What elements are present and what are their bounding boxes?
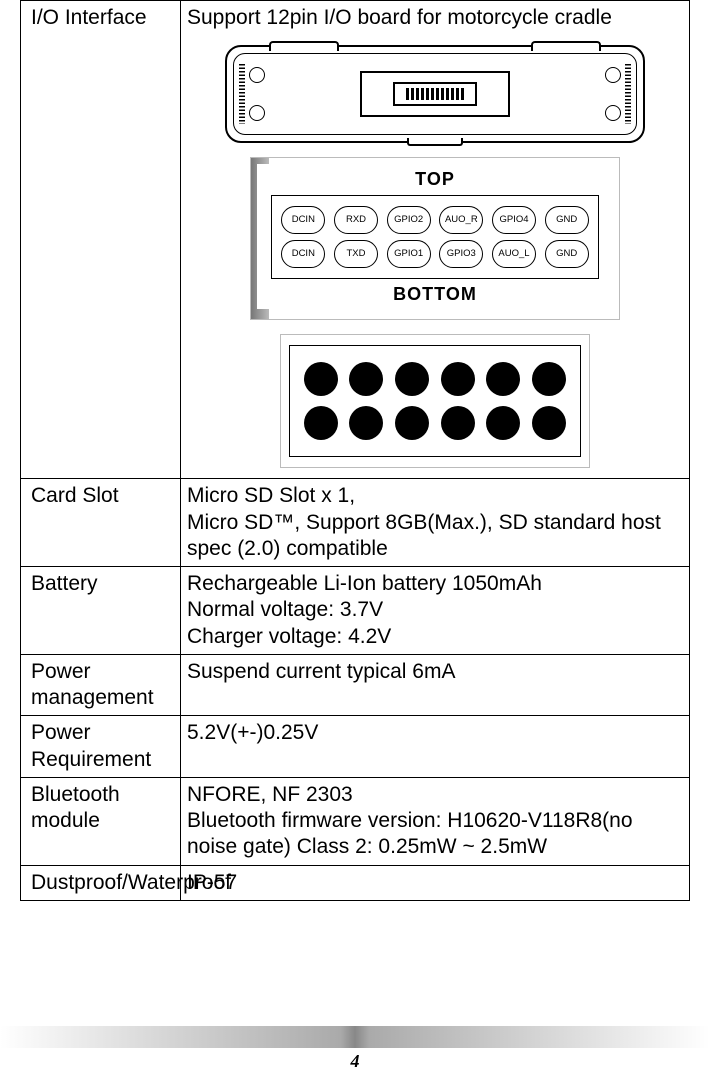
label-card-slot: Card Slot — [21, 479, 181, 567]
pin-top-label: TOP — [257, 164, 613, 195]
connector-dot — [349, 362, 383, 396]
value-bluetooth: NFORE, NF 2303 Bluetooth firmware versio… — [181, 777, 690, 865]
device-port-pin — [431, 88, 435, 100]
dots-diagram — [280, 334, 590, 468]
row-power-requirement: Power Requirement 5.2V(+-)0.25V — [21, 716, 690, 778]
label-dustproof: Dustproof/Waterproof — [21, 865, 181, 900]
pin-diagram-inner: TOP DCIN RXD GPIO2 AUO_R GPIO4 GND DCIN TXD GPIO… — [257, 164, 613, 309]
connector-dot — [349, 406, 383, 440]
battery-line1: Rechargeable Li-Ion battery 1050mAh — [187, 571, 683, 597]
device-bottom-slot — [407, 138, 463, 146]
dots-inner — [289, 345, 581, 457]
pin-label: DCIN — [281, 240, 325, 268]
pin-label: GND — [545, 206, 589, 234]
device-port-pin — [451, 88, 455, 100]
value-io-interface: Support 12pin I/O board for motorcycle c… — [181, 1, 690, 479]
connector-dot — [486, 406, 520, 440]
pin-label: GPIO4 — [492, 206, 536, 234]
label-power-requirement: Power Requirement — [21, 716, 181, 778]
device-port-pin — [461, 88, 465, 100]
row-dustproof: Dustproof/Waterproof IP-57 — [21, 865, 690, 900]
label-bluetooth: Bluetooth module — [21, 777, 181, 865]
row-card-slot: Card Slot Micro SD Slot x 1, Micro SD™, … — [21, 479, 690, 567]
pin-label: GPIO1 — [387, 240, 431, 268]
label-power-management: Power management — [21, 654, 181, 716]
pin-label: RXD — [334, 206, 378, 234]
connector-dot — [304, 406, 338, 440]
device-port-inner — [393, 82, 477, 106]
value-battery: Rechargeable Li-Ion battery 1050mAh Norm… — [181, 567, 690, 655]
connector-dot — [532, 406, 566, 440]
spec-table: I/O Interface Support 12pin I/O board fo… — [20, 0, 690, 901]
device-left-button — [269, 41, 339, 51]
device-right-button — [531, 41, 601, 51]
pin-label: GPIO3 — [439, 240, 483, 268]
device-hatch-right — [625, 64, 631, 124]
device-port-pin — [416, 88, 420, 100]
pin-bottom-label: BOTTOM — [257, 279, 613, 310]
connector-dot — [441, 362, 475, 396]
battery-line3: Charger voltage: 4.2V — [187, 624, 683, 650]
pin-label: AUO_R — [439, 206, 483, 234]
pin-box: DCIN RXD GPIO2 AUO_R GPIO4 GND DCIN TXD GPIO1 GPI… — [271, 195, 599, 279]
connector-dot — [532, 362, 566, 396]
pin-label: AUO_L — [492, 240, 536, 268]
card-slot-line2: Micro SD™, Support 8GB(Max.), SD standar… — [187, 510, 683, 563]
io-title: Support 12pin I/O board for motorcycle c… — [187, 5, 683, 31]
value-card-slot: Micro SD Slot x 1, Micro SD™, Support 8G… — [181, 479, 690, 567]
footer-gradient — [0, 1026, 710, 1048]
device-port-pin — [456, 88, 460, 100]
page-number: 4 — [0, 1051, 710, 1072]
device-hatch-left — [239, 64, 245, 124]
pin-label: GND — [545, 240, 589, 268]
pin-layout-diagram: TOP DCIN RXD GPIO2 AUO_R GPIO4 GND DCIN TXD GPIO… — [250, 157, 620, 320]
label-battery: Battery — [21, 567, 181, 655]
device-port-area — [360, 71, 510, 117]
device-outline-diagram — [225, 45, 645, 143]
row-battery: Battery Rechargeable Li-Ion battery 1050… — [21, 567, 690, 655]
row-bluetooth: Bluetooth module NFORE, NF 2303 Bluetoot… — [21, 777, 690, 865]
connector-dot — [441, 406, 475, 440]
bluetooth-line2: Bluetooth firmware version: H10620-V118R… — [187, 808, 683, 861]
connector-dot — [395, 362, 429, 396]
pin-label: GPIO2 — [387, 206, 431, 234]
connector-dot — [486, 362, 520, 396]
device-port-pin — [411, 88, 415, 100]
label-io-interface: I/O Interface — [21, 1, 181, 479]
device-port-pin — [406, 88, 410, 100]
device-port-pin — [421, 88, 425, 100]
value-power-requirement: 5.2V(+-)0.25V — [181, 716, 690, 778]
row-power-management: Power management Suspend current typical… — [21, 654, 690, 716]
page-content: I/O Interface Support 12pin I/O board fo… — [0, 0, 710, 901]
battery-line2: Normal voltage: 3.7V — [187, 597, 683, 623]
pin-label: TXD — [334, 240, 378, 268]
value-dustproof: IP-57 — [181, 865, 690, 900]
device-port-pin — [446, 88, 450, 100]
device-port-pin — [436, 88, 440, 100]
value-power-management: Suspend current typical 6mA — [181, 654, 690, 716]
device-port-pin — [426, 88, 430, 100]
device-port-pin — [441, 88, 445, 100]
connector-dot — [395, 406, 429, 440]
bluetooth-line1: NFORE, NF 2303 — [187, 782, 683, 808]
row-io-interface: I/O Interface Support 12pin I/O board fo… — [21, 1, 690, 479]
card-slot-line1: Micro SD Slot x 1, — [187, 483, 683, 509]
pin-label: DCIN — [281, 206, 325, 234]
connector-dot — [304, 362, 338, 396]
